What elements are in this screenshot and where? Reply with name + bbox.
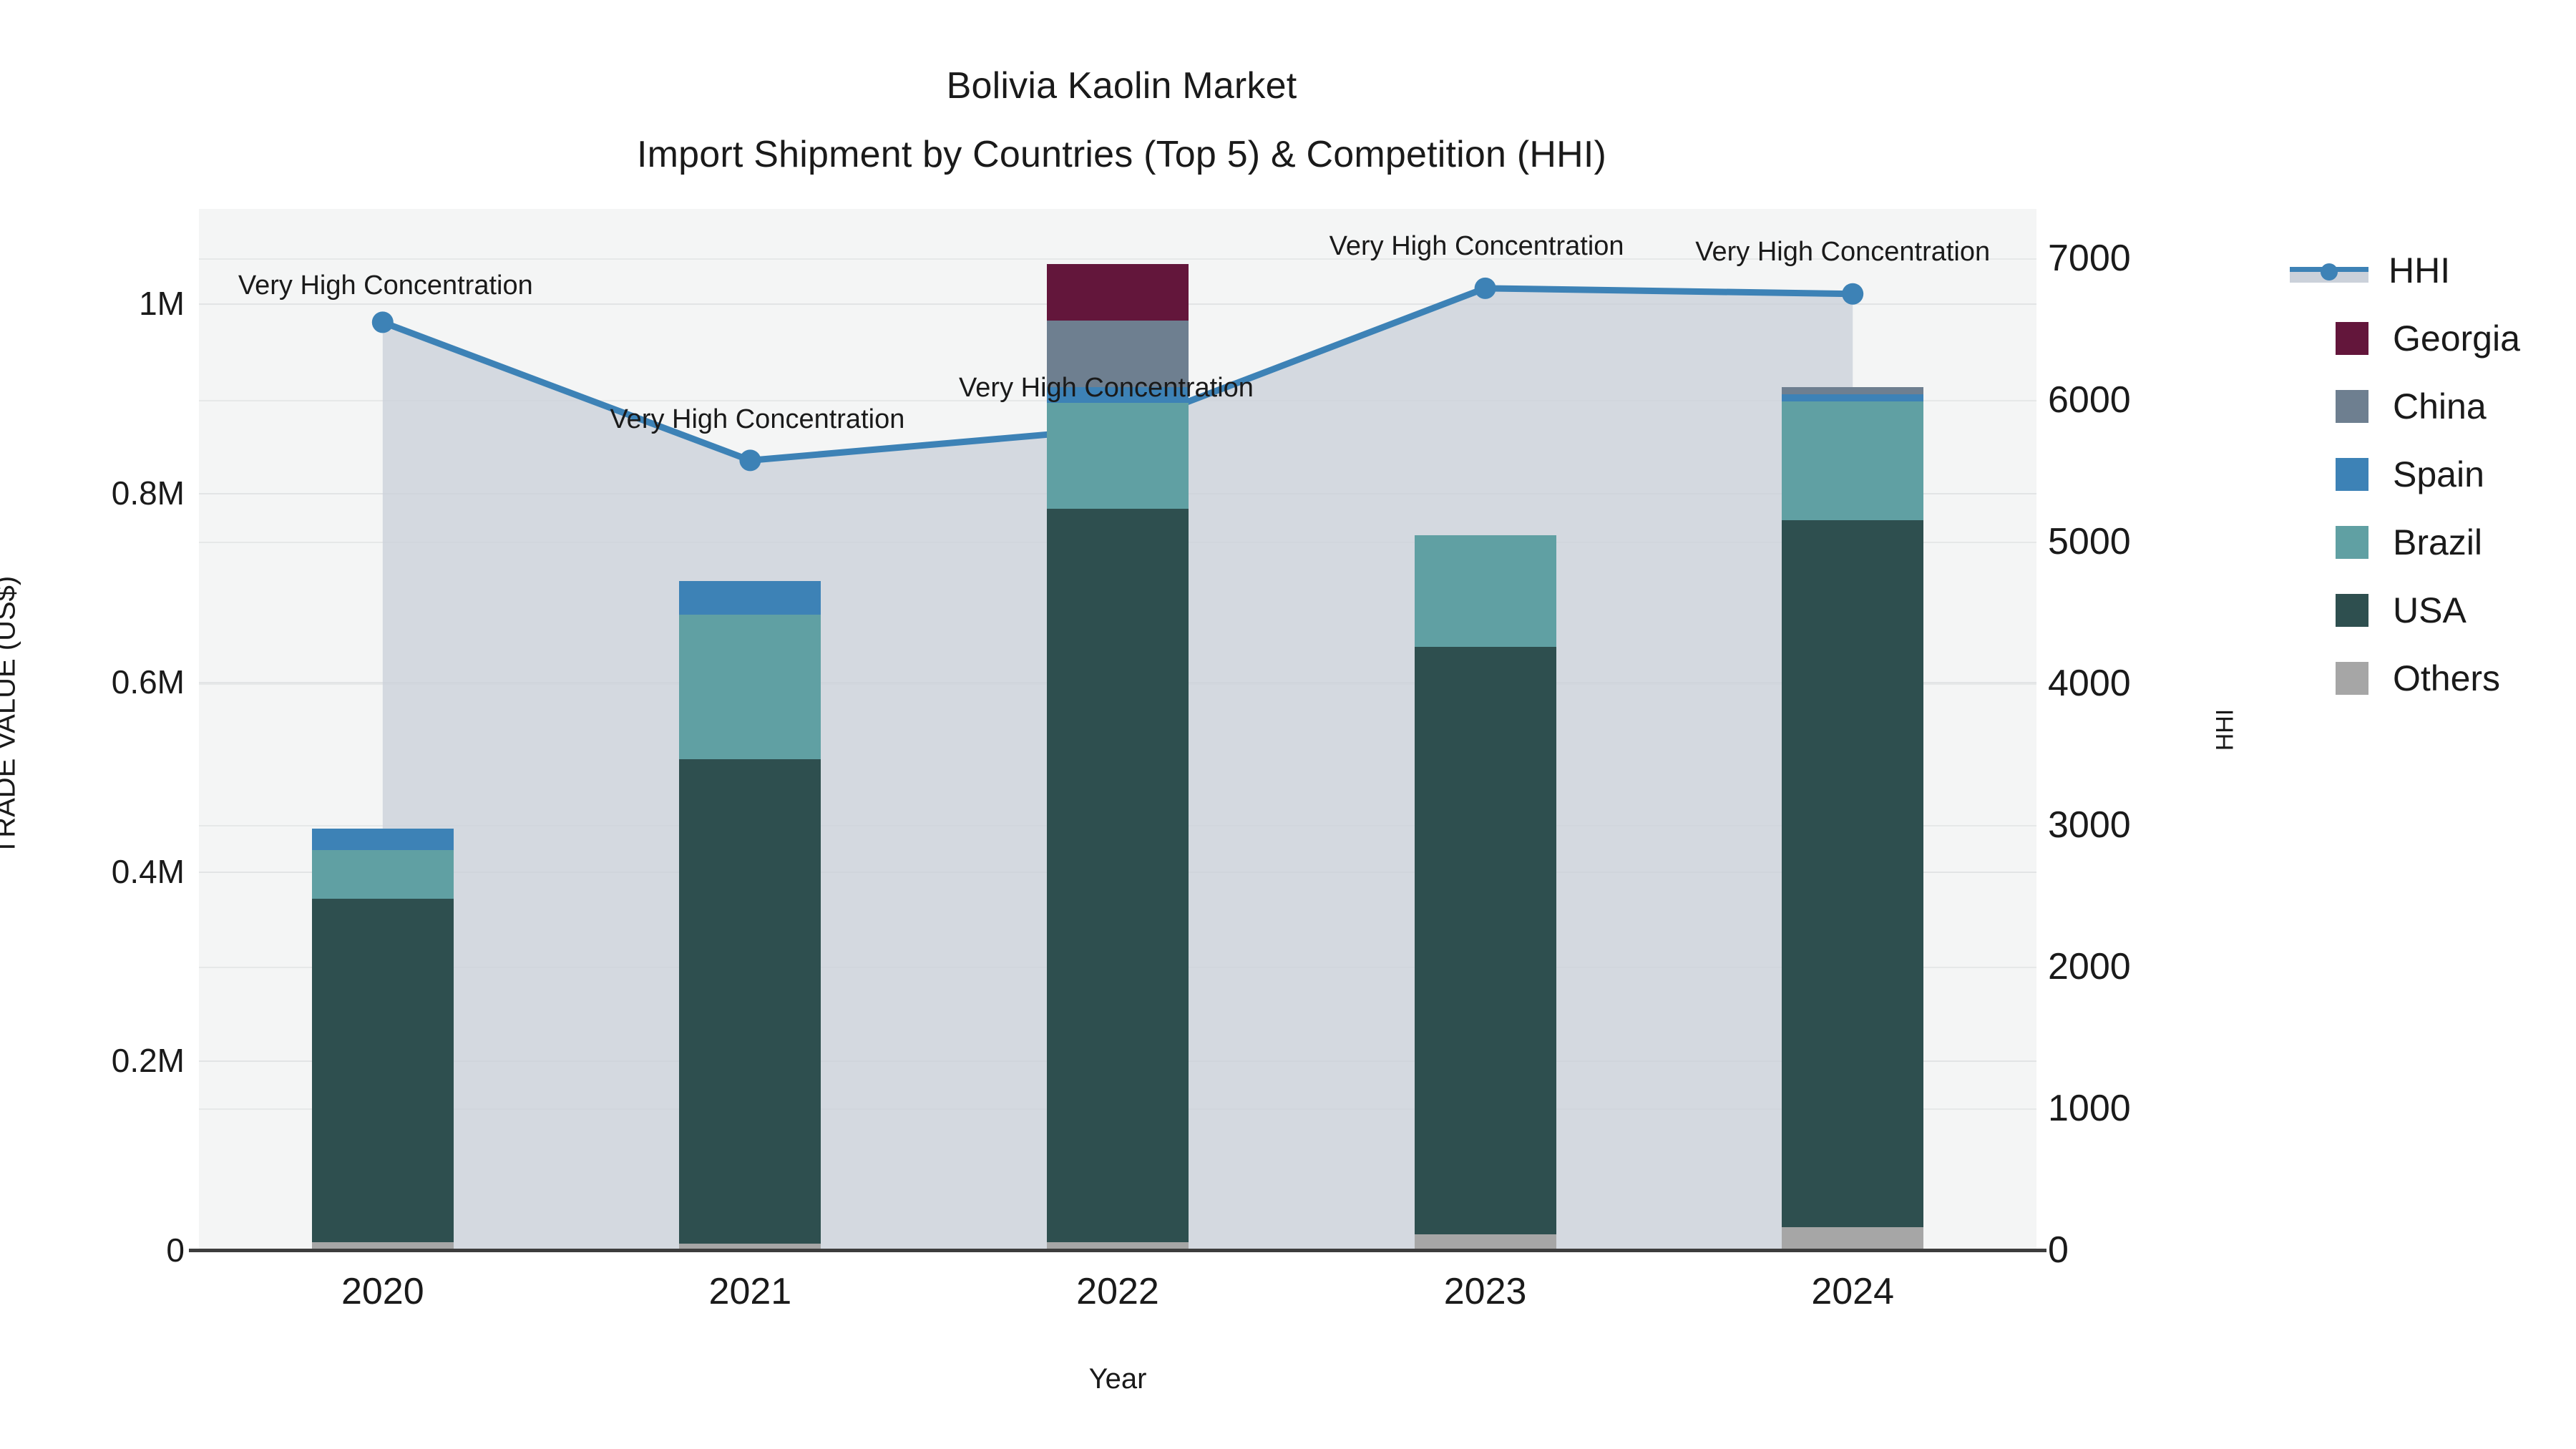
concentration-annotation: Very High Concentration — [959, 372, 1254, 403]
legend-swatch-icon — [2336, 593, 2368, 627]
bar-segment-spain[interactable] — [311, 829, 454, 850]
bar-segment-usa[interactable] — [1047, 509, 1189, 1243]
bar-segment-spain[interactable] — [1047, 386, 1189, 404]
x-tick-label: 2022 — [1076, 1271, 1159, 1312]
legend-swatch-icon — [2336, 389, 2368, 423]
x-tick-label: 2024 — [1811, 1271, 1895, 1312]
bar-stack[interactable] — [311, 829, 454, 1250]
y2-tick-label: 1000 — [2048, 1088, 2131, 1130]
y2-tick-label: 4000 — [2048, 663, 2131, 705]
bar-segment-china[interactable] — [1047, 321, 1189, 387]
bar-segment-brazil[interactable] — [311, 849, 454, 899]
bar-segment-others[interactable] — [1047, 1242, 1189, 1250]
y2-axis-title: HHI — [2211, 708, 2239, 751]
legend-item-others[interactable]: Others — [2290, 644, 2576, 712]
bar-segment-brazil[interactable] — [679, 615, 821, 759]
y2-tick-label: 3000 — [2048, 804, 2131, 847]
legend-item-brazil[interactable]: Brazil — [2290, 508, 2576, 576]
legend-item-georgia[interactable]: Georgia — [2290, 304, 2576, 372]
bar-segment-others[interactable] — [679, 1243, 821, 1250]
y2-tick-label: 7000 — [2048, 238, 2131, 280]
y-tick-label: 0.4M — [111, 852, 185, 890]
legend-item-hhi[interactable]: HHI — [2290, 236, 2576, 304]
y-tick-label: 0 — [166, 1231, 185, 1269]
bar-segment-brazil[interactable] — [1047, 403, 1189, 509]
bar-segment-usa[interactable] — [311, 899, 454, 1243]
concentration-annotation: Very High Concentration — [1695, 236, 1991, 267]
bar-segment-others[interactable] — [1414, 1234, 1556, 1250]
x-tick-label: 2021 — [708, 1271, 792, 1312]
legend-swatch-icon — [2336, 321, 2368, 355]
legend-line-dot — [2321, 263, 2338, 280]
hhi-marker[interactable] — [371, 311, 394, 333]
concentration-annotation: Very High Concentration — [610, 404, 905, 435]
y2-axis-labels: 0 1000 2000 3000 4000 5000 6000 7000 — [2048, 0, 2277, 1449]
x-tick-label: 2023 — [1443, 1271, 1527, 1312]
bar-segment-brazil[interactable] — [1414, 535, 1556, 648]
legend: HHI Georgia China Spain Brazil USA Others — [2290, 236, 2576, 712]
legend-line-marker-icon — [2290, 254, 2368, 287]
legend-item-spain[interactable]: Spain — [2290, 440, 2576, 508]
bar-stack[interactable] — [679, 580, 821, 1250]
legend-item-china[interactable]: China — [2290, 372, 2576, 440]
legend-label: Georgia — [2393, 318, 2520, 358]
bar-stack[interactable] — [1782, 386, 1924, 1250]
hhi-marker[interactable] — [1842, 283, 1864, 305]
y-tick-label: 1M — [139, 285, 185, 323]
hhi-marker[interactable] — [739, 449, 761, 472]
x-tick-label: 2020 — [341, 1271, 424, 1312]
legend-swatch-icon — [2336, 457, 2368, 491]
legend-label: China — [2393, 386, 2487, 426]
bar-segment-usa[interactable] — [1414, 647, 1556, 1234]
bar-segment-usa[interactable] — [1782, 520, 1924, 1228]
y-tick-label: 0.8M — [111, 474, 185, 512]
y2-tick-label: 0 — [2048, 1229, 2069, 1271]
legend-label: Brazil — [2393, 522, 2483, 562]
concentration-annotation: Very High Concentration — [238, 270, 533, 301]
bar-segment-others[interactable] — [311, 1242, 454, 1250]
bar-segment-china[interactable] — [1782, 386, 1924, 395]
chart-title: Bolivia Kaolin Market — [946, 65, 1297, 107]
bar-segment-spain[interactable] — [1782, 394, 1924, 401]
chart-title-block: Bolivia Kaolin Market Import Shipment by… — [0, 52, 2243, 189]
legend-swatch-icon — [2336, 525, 2368, 559]
y-axis-title: TRADE VALUE (US$) — [0, 575, 21, 856]
bar-segment-spain[interactable] — [679, 580, 821, 615]
bar-segment-georgia[interactable] — [1047, 263, 1189, 321]
bar-segment-others[interactable] — [1782, 1227, 1924, 1250]
hhi-marker[interactable] — [1474, 277, 1496, 299]
y2-tick-label: 6000 — [2048, 379, 2131, 421]
legend-label: HHI — [2389, 250, 2451, 291]
x-axis-line — [189, 1249, 2046, 1252]
chart-subtitle: Import Shipment by Countries (Top 5) & C… — [636, 134, 1607, 175]
concentration-annotation: Very High Concentration — [1329, 230, 1624, 261]
y-axis-labels: 0 0.2M 0.4M 0.6M 0.8M 1M — [0, 0, 185, 1449]
legend-swatch-icon — [2336, 661, 2368, 695]
y-tick-label: 0.6M — [111, 663, 185, 701]
legend-label: Spain — [2393, 454, 2484, 494]
bar-segment-brazil[interactable] — [1782, 401, 1924, 521]
y-tick-label: 0.2M — [111, 1042, 185, 1080]
x-axis-title: Year — [1088, 1363, 1147, 1395]
legend-item-usa[interactable]: USA — [2290, 576, 2576, 644]
bar-stack[interactable] — [1047, 263, 1189, 1250]
bar-segment-usa[interactable] — [679, 758, 821, 1244]
y2-gridline — [199, 258, 2036, 260]
y2-tick-label: 5000 — [2048, 521, 2131, 563]
legend-label: Others — [2393, 658, 2501, 698]
bar-stack[interactable] — [1414, 535, 1556, 1250]
legend-label: USA — [2393, 590, 2467, 630]
y2-tick-label: 2000 — [2048, 946, 2131, 988]
